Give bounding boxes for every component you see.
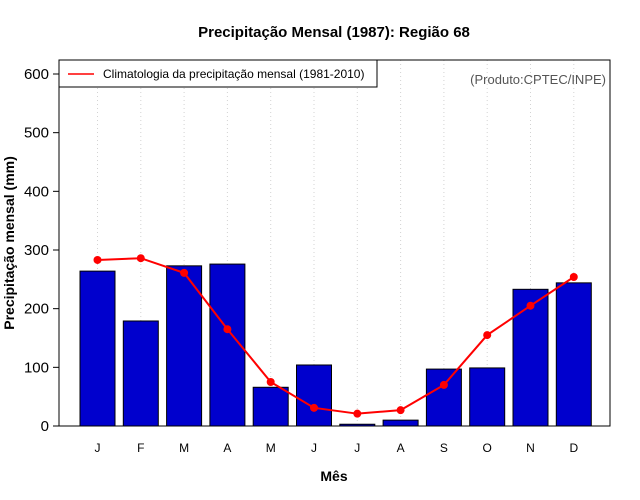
climatology-point xyxy=(136,254,145,263)
x-tick-label: M xyxy=(179,441,189,455)
chart-title: Precipitação Mensal (1987): Região 68 xyxy=(198,24,470,41)
climatology-point xyxy=(569,272,578,281)
x-tick-label: A xyxy=(223,441,231,455)
climatology-line xyxy=(97,257,575,415)
bar-m-5 xyxy=(252,386,289,427)
x-tick-label: J xyxy=(311,441,317,455)
climatology-point xyxy=(439,380,448,389)
climatology-point xyxy=(93,255,102,264)
bar-f-2 xyxy=(122,320,159,427)
legend-box xyxy=(58,59,378,88)
climatology-point xyxy=(526,301,535,310)
bar-o-10 xyxy=(469,367,506,427)
y-tick-label: 600 xyxy=(24,66,49,83)
bar-d-12 xyxy=(555,282,592,427)
x-tick-label: S xyxy=(440,441,448,455)
x-tick-label: F xyxy=(137,441,144,455)
x-tick-label: M xyxy=(266,441,276,455)
bar-n-11 xyxy=(512,288,549,427)
x-tick-label: O xyxy=(483,441,492,455)
x-axis-title: Mês xyxy=(320,468,347,484)
bar-a-8 xyxy=(382,419,419,427)
bar-m-3 xyxy=(166,265,203,427)
y-tick-label: 200 xyxy=(24,301,49,318)
climatology-point xyxy=(396,406,405,415)
bar-j-6 xyxy=(296,364,332,427)
y-tick-label: 100 xyxy=(24,359,49,376)
climatology-point xyxy=(310,403,318,412)
credit-annotation: (Produto:CPTEC/INPE) xyxy=(470,72,606,87)
climatology-point xyxy=(266,378,275,386)
x-tick-label: J xyxy=(354,441,360,455)
climatology-point xyxy=(353,409,362,418)
legend: Climatologia da precipitação mensal (198… xyxy=(58,59,378,88)
climatology-series xyxy=(93,254,578,418)
x-tick-label: D xyxy=(569,441,578,455)
bar-s-9 xyxy=(425,368,462,427)
bar-j-1 xyxy=(79,270,116,427)
y-tick-label: 400 xyxy=(24,183,49,200)
x-tick-label: A xyxy=(397,441,405,455)
climatology-point xyxy=(483,331,492,340)
y-tick-label: 500 xyxy=(24,125,49,142)
bar-series xyxy=(79,263,592,427)
climatology-point xyxy=(223,325,232,334)
y-axis: 0 100 200 300 400 500 600 xyxy=(24,66,60,435)
climatology-point xyxy=(180,268,189,277)
x-tick-label: N xyxy=(526,441,535,455)
y-tick-label: 300 xyxy=(24,242,49,259)
x-tick-label: J xyxy=(95,441,101,455)
y-tick-label: 0 xyxy=(41,418,49,435)
y-axis-title: Precipitação mensal (mm) xyxy=(1,156,17,330)
legend-entry-climatology: Climatologia da precipitação mensal (198… xyxy=(103,67,364,81)
